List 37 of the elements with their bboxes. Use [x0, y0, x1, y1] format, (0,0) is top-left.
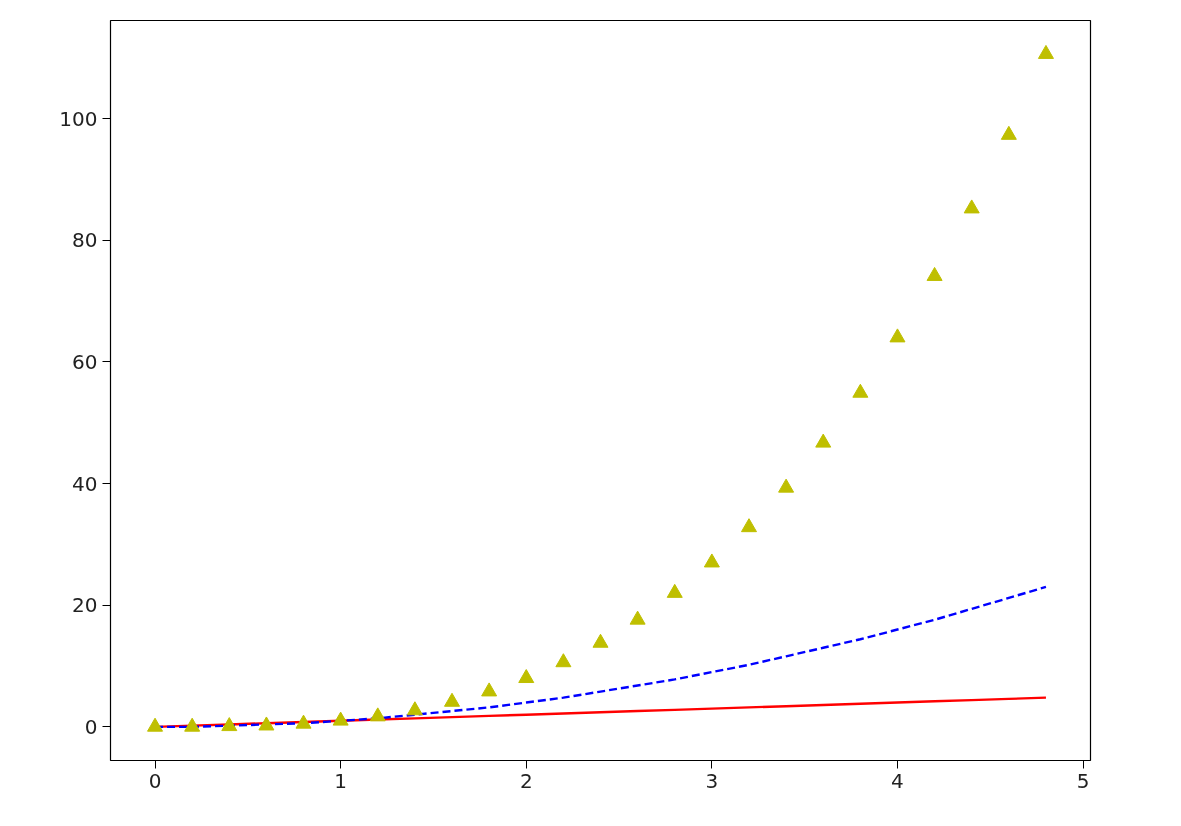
point: [740, 518, 757, 533]
point: [406, 701, 423, 716]
point: [369, 707, 386, 722]
point: [852, 383, 869, 398]
point: [555, 653, 572, 668]
y-tick-label: 60: [72, 349, 98, 374]
point: [444, 692, 461, 707]
point: [147, 717, 164, 732]
point: [1037, 44, 1054, 59]
point: [518, 669, 535, 684]
point: [481, 682, 498, 697]
x-tick-label: 5: [1076, 768, 1090, 793]
x-tick-label: 4: [891, 768, 904, 793]
y-tick-label: 80: [72, 228, 98, 253]
y-tick-label: 20: [72, 593, 98, 618]
point: [703, 553, 720, 568]
point: [184, 717, 201, 732]
point: [332, 711, 349, 726]
x-tick-label: 1: [334, 768, 348, 793]
point: [778, 478, 795, 493]
point: [963, 199, 980, 214]
point: [815, 433, 832, 448]
x-tick-label: 0: [148, 768, 162, 793]
point: [592, 633, 609, 648]
y-tick-label: 100: [59, 106, 98, 131]
x-tick-label: 2: [519, 768, 533, 793]
point: [666, 583, 683, 598]
point: [221, 717, 238, 732]
point: [258, 716, 275, 731]
point: [629, 610, 646, 625]
x-tick-label: 3: [705, 768, 719, 793]
y-tick-label: 40: [72, 471, 98, 496]
point: [926, 266, 943, 281]
point: [1000, 125, 1017, 140]
y-tick-label: 0: [84, 714, 98, 739]
point: [295, 714, 312, 729]
point: [889, 328, 906, 343]
